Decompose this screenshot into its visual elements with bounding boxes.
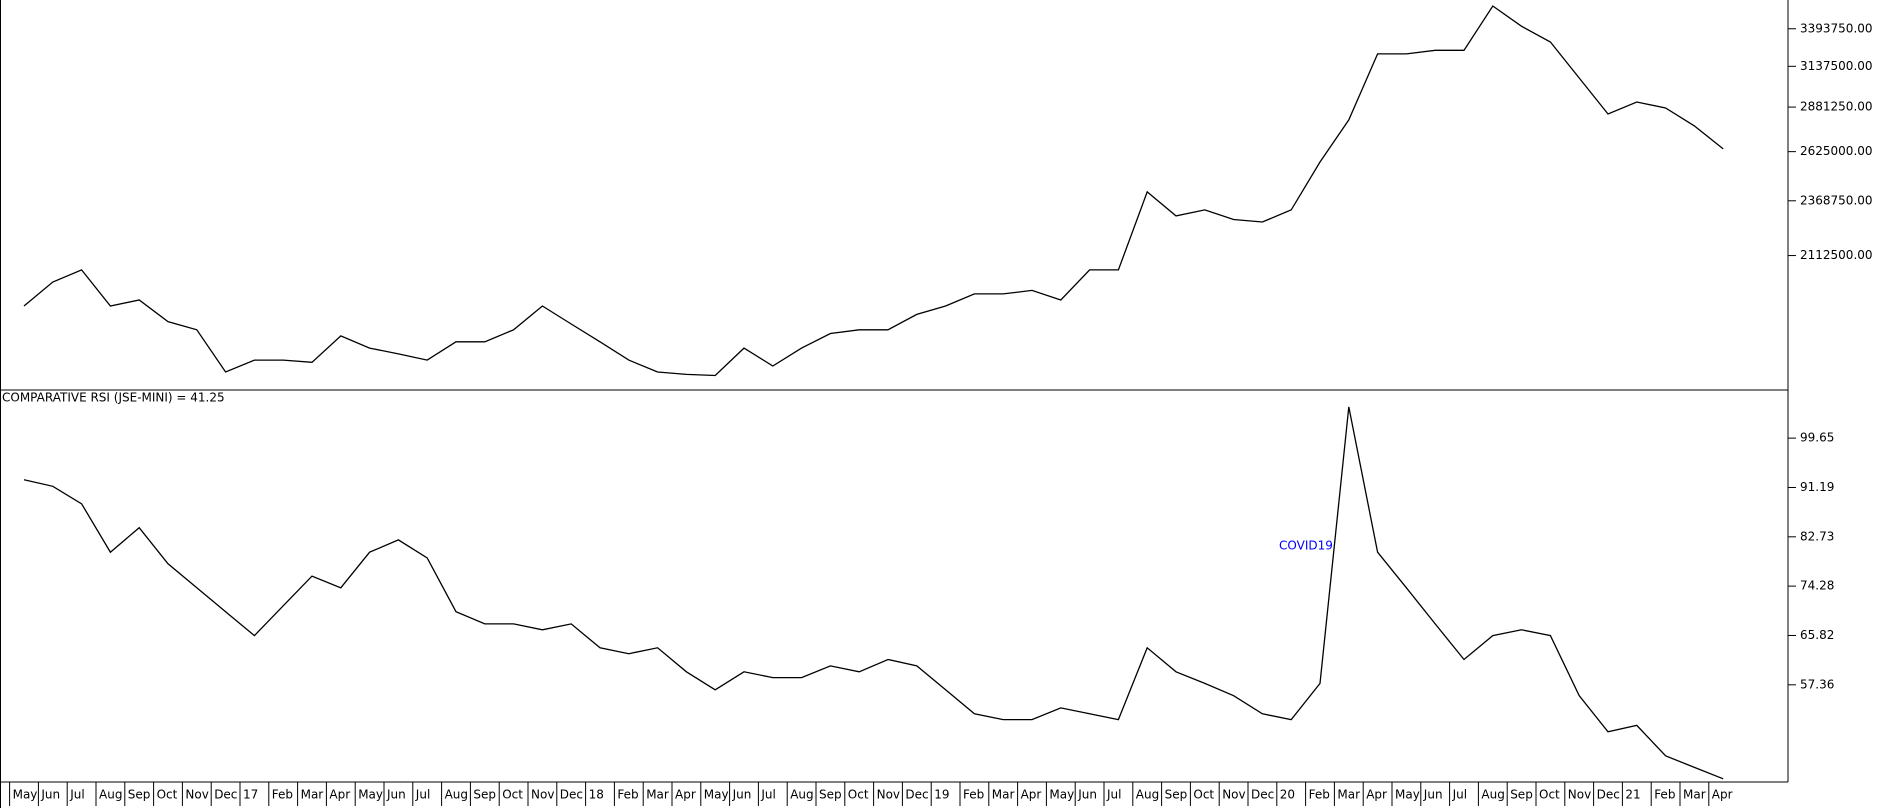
x-tick-label: Jul <box>415 788 430 802</box>
y-tick-label: 57.36 <box>1800 677 1834 691</box>
x-tick-label: Mar <box>992 788 1015 802</box>
x-tick-label: Jun <box>732 788 752 802</box>
x-tick-label: Mar <box>646 788 669 802</box>
x-tick-label: Dec <box>1251 788 1274 802</box>
x-tick-label: Dec <box>560 788 583 802</box>
x-tick-label: Feb <box>1309 788 1330 802</box>
x-tick-label: Feb <box>617 788 638 802</box>
x-tick-label: Jun <box>1423 788 1443 802</box>
x-tick-label: Nov <box>877 788 900 802</box>
x-tick-label: Oct <box>157 788 178 802</box>
x-tick-label: Apr <box>1366 788 1387 802</box>
x-tick-label: Sep <box>473 788 496 802</box>
x-tick-label: Aug <box>99 788 122 802</box>
y-tick-label: 91.19 <box>1800 480 1834 494</box>
x-tick-label: Jun <box>1077 788 1097 802</box>
x-tick-label: Oct <box>848 788 869 802</box>
x-tick-label: Apr <box>1712 788 1733 802</box>
x-tick-label: Nov <box>531 788 554 802</box>
x-tick-label: 19 <box>934 788 949 802</box>
x-tick-label: Sep <box>819 788 842 802</box>
x-tick-label: Nov <box>1222 788 1245 802</box>
panel-title: COMPARATIVE RSI (JSE-MINI) = 41.25 <box>2 391 225 405</box>
x-tick-label: 20 <box>1280 788 1295 802</box>
y-tick-label: 82.73 <box>1800 529 1834 543</box>
x-tick-label: Sep <box>1165 788 1188 802</box>
x-tick-label: Sep <box>1510 788 1533 802</box>
y-tick-label: 2625000.00 <box>1800 144 1873 158</box>
x-tick-label: Apr <box>1021 788 1042 802</box>
annotation: COVID19 <box>1279 539 1333 553</box>
x-tick-label: Dec <box>1597 788 1620 802</box>
x-tick-label: May <box>704 788 729 802</box>
x-tick-label: Apr <box>675 788 696 802</box>
x-tick-label: 21 <box>1625 788 1640 802</box>
x-tick-label: Jun <box>40 788 60 802</box>
y-tick-label: 65.82 <box>1800 628 1834 642</box>
y-tick-label: 3137500.00 <box>1800 59 1873 73</box>
x-tick-label: Aug <box>445 788 468 802</box>
x-tick-label: Oct <box>1539 788 1560 802</box>
y-tick-label: 2112500.00 <box>1800 248 1873 262</box>
x-tick-label: 17 <box>243 788 258 802</box>
x-tick-label: Aug <box>790 788 813 802</box>
x-tick-label: Aug <box>1481 788 1504 802</box>
x-tick-label: Oct <box>1193 788 1214 802</box>
x-tick-label: Dec <box>905 788 928 802</box>
x-tick-label: May <box>358 788 383 802</box>
x-tick-label: Jun <box>386 788 406 802</box>
y-tick-label: 3393750.00 <box>1800 21 1873 35</box>
x-tick-label: Mar <box>1337 788 1360 802</box>
x-tick-label: Jul <box>1106 788 1121 802</box>
x-tick-label: Nov <box>185 788 208 802</box>
y-tick-label: 2368750.00 <box>1800 193 1873 207</box>
y-tick-label: 74.28 <box>1800 579 1834 593</box>
x-tick-label: Oct <box>502 788 523 802</box>
y-tick-label: 99.65 <box>1800 431 1834 445</box>
x-tick-label: Feb <box>1654 788 1675 802</box>
x-tick-label: May <box>1049 788 1074 802</box>
y-tick-label: 2881250.00 <box>1800 100 1873 114</box>
x-tick-label: Aug <box>1136 788 1159 802</box>
x-tick-label: Feb <box>272 788 293 802</box>
x-tick-label: Jul <box>1452 788 1467 802</box>
x-tick-label: May <box>13 788 38 802</box>
price-line <box>23 5 1724 377</box>
x-tick-label: Mar <box>301 788 324 802</box>
x-tick-label: Jul <box>760 788 775 802</box>
x-tick-label: Dec <box>214 788 237 802</box>
x-tick-label: Apr <box>329 788 350 802</box>
x-tick-label: 18 <box>589 788 604 802</box>
x-tick-label: Jul <box>69 788 84 802</box>
x-tick-label: Feb <box>963 788 984 802</box>
x-tick-label: Mar <box>1683 788 1706 802</box>
x-tick-label: Sep <box>128 788 151 802</box>
price-line <box>23 406 1724 780</box>
x-tick-label: May <box>1395 788 1420 802</box>
x-tick-label: Nov <box>1568 788 1591 802</box>
